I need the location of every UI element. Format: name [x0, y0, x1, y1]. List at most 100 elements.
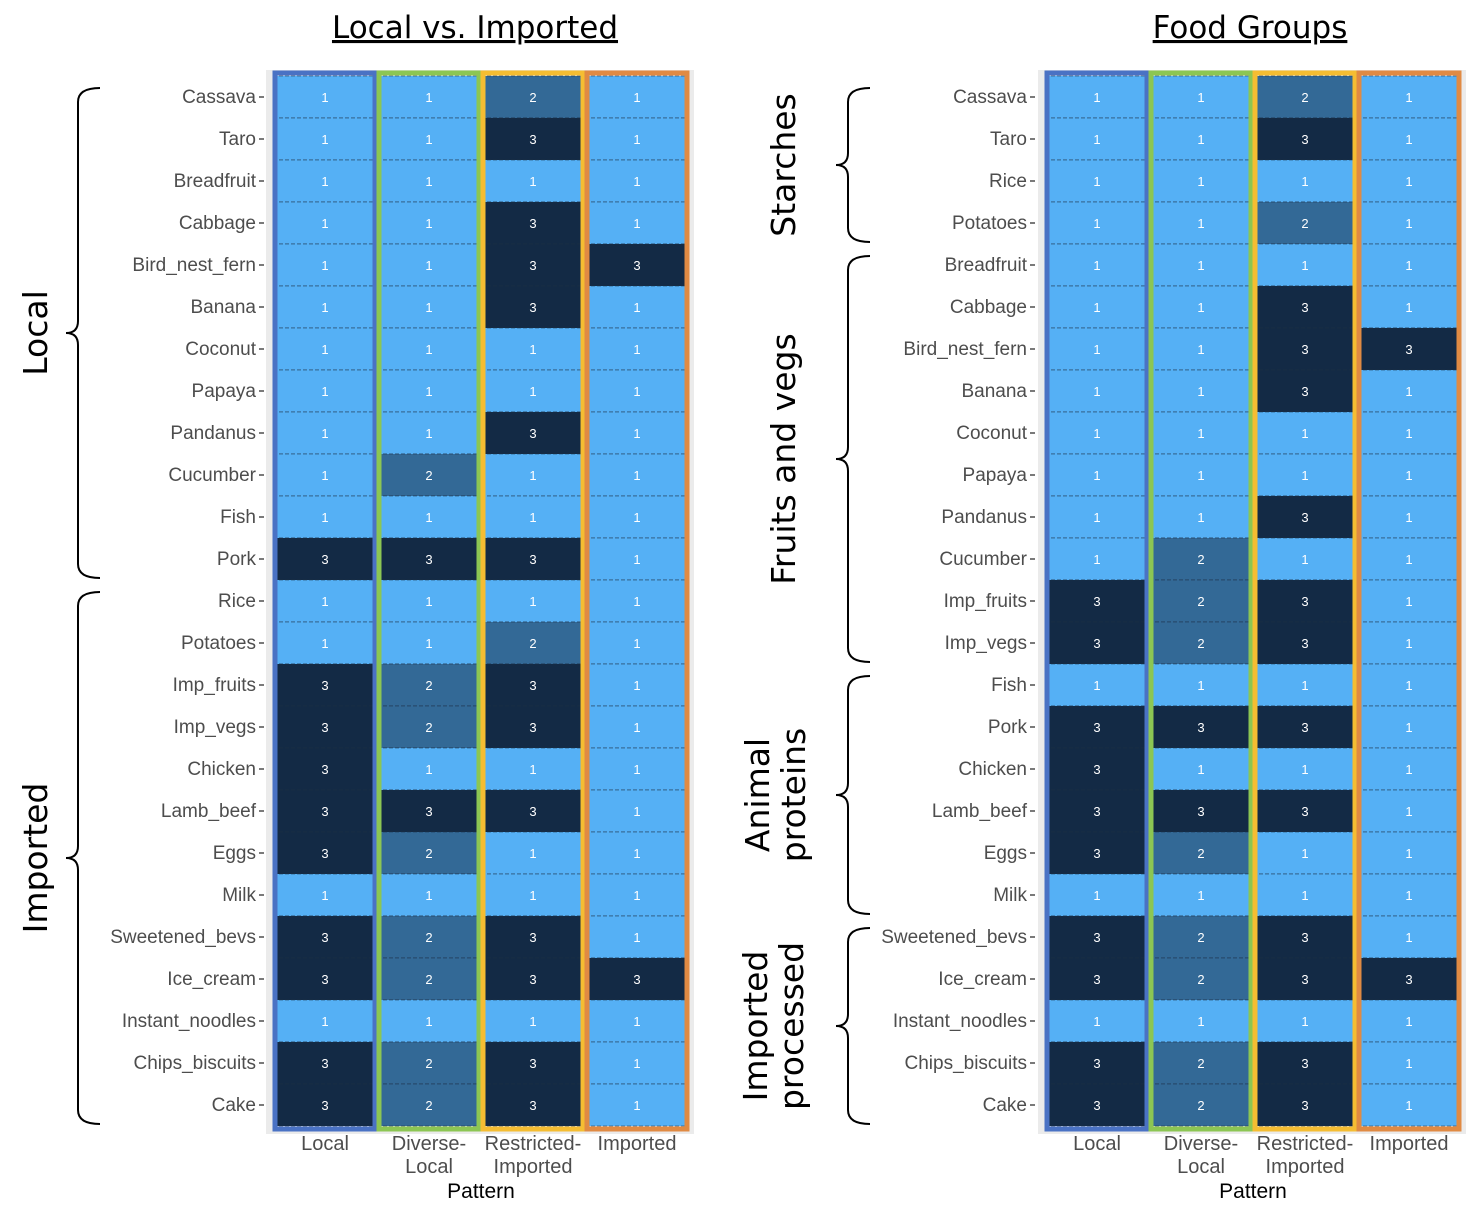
heatmap-cell-fish-local: [272, 495, 378, 539]
heatmap-cell-rice-imported: [584, 579, 690, 623]
heatmap-cell-lamb-beef-restricted-imported: [480, 789, 586, 833]
cell-value-label: 1: [321, 594, 328, 609]
cell-value-label: 1: [321, 90, 328, 105]
heatmap-cell-bird-nest-fern-restricted-imported: [1252, 327, 1358, 371]
heatmap-cell-rice-local: [272, 579, 378, 623]
cell-value-label: 1: [633, 216, 640, 231]
cell-value-label: 3: [633, 972, 640, 987]
cell-value-label: 1: [1405, 384, 1412, 399]
group-brace-local: [65, 87, 101, 579]
cell-value-label: 1: [1197, 258, 1204, 273]
cell-value-label: 1: [1301, 1014, 1308, 1029]
cell-value-label: 1: [321, 888, 328, 903]
cell-value-label: 1: [425, 636, 432, 651]
cell-value-label: 1: [1405, 1014, 1412, 1029]
heatmap-cell-fish-diverse-local: [1148, 663, 1254, 707]
cell-value-label: 3: [321, 972, 328, 987]
cell-value-label: 1: [633, 594, 640, 609]
heatmap-cell-cucumber-local: [272, 453, 378, 497]
cell-value-label: 1: [321, 510, 328, 525]
cell-value-label: 3: [529, 804, 536, 819]
heatmap-cell-cabbage-diverse-local: [376, 201, 482, 245]
cell-value-label: 2: [1197, 930, 1204, 945]
heatmap-cell-sweetened-bevs-local: [272, 915, 378, 959]
heatmap-cell-cake-diverse-local: [376, 1083, 482, 1127]
row-label-chips-biscuits: Chips_biscuits: [134, 1053, 257, 1074]
heatmap-cell-pork-local: [272, 537, 378, 581]
row-label-milk: Milk: [993, 885, 1027, 906]
row-label-lamb-beef: Lamb_beef: [932, 801, 1028, 822]
group-label-animal-proteins: Animalproteins: [738, 728, 813, 863]
cell-value-label: 1: [1093, 1014, 1100, 1029]
cell-value-label: 1: [321, 258, 328, 273]
cell-value-label: 3: [321, 804, 328, 819]
heatmap-cell-taro-imported: [1356, 117, 1462, 161]
heatmap-cell-banana-imported: [1356, 369, 1462, 413]
cell-value-label: 1: [1093, 678, 1100, 693]
cell-value-label: 1: [1405, 888, 1412, 903]
cell-value-label: 1: [321, 426, 328, 441]
x-axis-title: Pattern: [1219, 1180, 1287, 1203]
heatmap-cell-rice-imported: [1356, 159, 1462, 203]
cell-value-label: 3: [529, 300, 536, 315]
cell-value-label: 3: [321, 678, 328, 693]
cell-value-label: 3: [1093, 594, 1100, 609]
heatmap-cell-coconut-restricted-imported: [1252, 411, 1358, 455]
column-label-local: Local: [301, 1133, 349, 1155]
heatmap-cell-papaya-local: [272, 369, 378, 413]
heatmap-cell-ice-cream-restricted-imported: [1252, 957, 1358, 1001]
cell-value-label: 3: [321, 930, 328, 945]
cell-value-label: 3: [529, 426, 536, 441]
heatmap-cell-coconut-restricted-imported: [480, 327, 586, 371]
cell-value-label: 1: [1405, 636, 1412, 651]
row-label-pork: Pork: [217, 549, 257, 570]
heatmap-cell-pandanus-restricted-imported: [1252, 495, 1358, 539]
cell-value-label: 2: [1197, 552, 1204, 567]
cell-value-label: 2: [425, 1098, 432, 1113]
cell-value-label: 1: [633, 552, 640, 567]
heatmap-cell-milk-local: [1044, 873, 1150, 917]
heatmap-cell-imp-vegs-diverse-local: [376, 705, 482, 749]
heatmap-cell-fish-imported: [584, 495, 690, 539]
heatmap-cell-eggs-diverse-local: [1148, 831, 1254, 875]
cell-value-label: 3: [1093, 720, 1100, 735]
cell-value-label: 1: [1197, 384, 1204, 399]
cell-value-label: 1: [1405, 1056, 1412, 1071]
column-border-imported: [1356, 70, 1462, 1132]
heatmap-cell-banana-diverse-local: [376, 285, 482, 329]
heatmap-cell-taro-diverse-local: [376, 117, 482, 161]
row-label-chicken: Chicken: [958, 759, 1027, 780]
row-label-coconut: Coconut: [956, 423, 1027, 444]
cell-value-label: 1: [321, 636, 328, 651]
cell-value-label: 2: [1197, 636, 1204, 651]
heatmap-cell-imp-fruits-restricted-imported: [480, 663, 586, 707]
heatmap-cell-cake-restricted-imported: [480, 1083, 586, 1127]
heatmap-cell-sweetened-bevs-imported: [1356, 915, 1462, 959]
cell-value-label: 1: [1405, 468, 1412, 483]
cell-value-label: 1: [1301, 888, 1308, 903]
cell-value-label: 3: [1301, 1056, 1308, 1071]
cell-value-label: 1: [529, 1014, 536, 1029]
row-label-cucumber: Cucumber: [939, 549, 1027, 570]
cell-value-label: 1: [321, 132, 328, 147]
heatmap-cell-potatoes-diverse-local: [376, 621, 482, 665]
row-label-banana: Banana: [961, 381, 1027, 402]
cell-value-label: 1: [633, 174, 640, 189]
heatmap-cell-cucumber-restricted-imported: [1252, 537, 1358, 581]
row-label-fish: Fish: [991, 675, 1027, 696]
column-label-imported: Imported: [598, 1133, 677, 1155]
heatmap-cell-pandanus-imported: [584, 411, 690, 455]
heatmap-cell-lamb-beef-diverse-local: [376, 789, 482, 833]
cell-value-label: 1: [1405, 804, 1412, 819]
cell-value-label: 3: [1405, 972, 1412, 987]
column-label-imported: Imported: [1370, 1133, 1449, 1155]
group-brace-imported: [65, 591, 101, 1125]
cell-value-label: 3: [1093, 846, 1100, 861]
cell-value-label: 1: [1301, 174, 1308, 189]
heatmap-cell-sweetened-bevs-diverse-local: [1148, 915, 1254, 959]
heatmap-cell-cucumber-local: [1044, 537, 1150, 581]
cell-value-label: 3: [529, 972, 536, 987]
column-label-diverse-local: Diverse-Local: [392, 1133, 466, 1178]
cell-value-label: 1: [529, 888, 536, 903]
